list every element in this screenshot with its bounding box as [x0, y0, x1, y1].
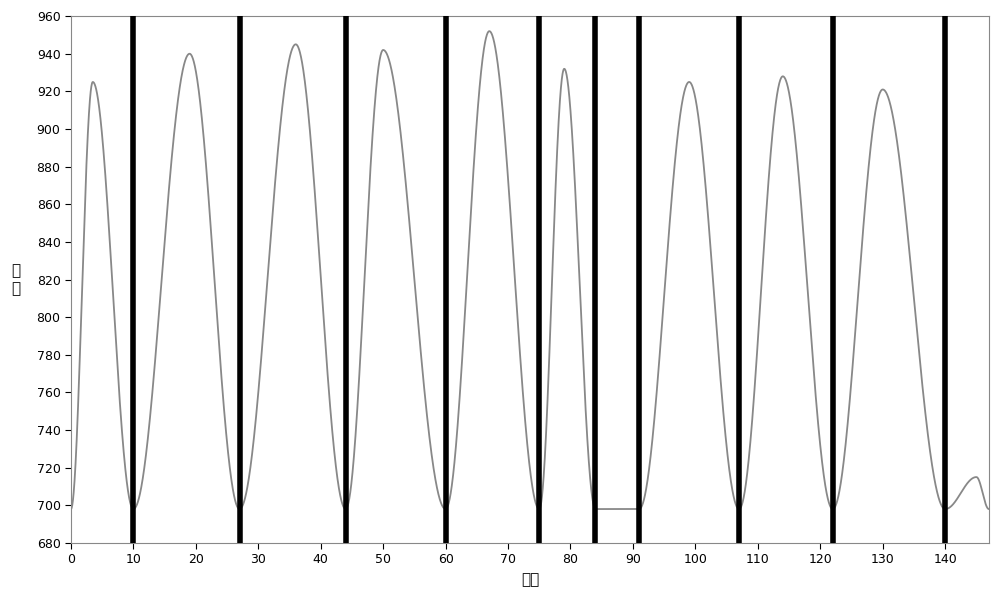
X-axis label: 时间: 时间 [521, 572, 539, 587]
Y-axis label: 幅
値: 幅 値 [11, 263, 20, 296]
